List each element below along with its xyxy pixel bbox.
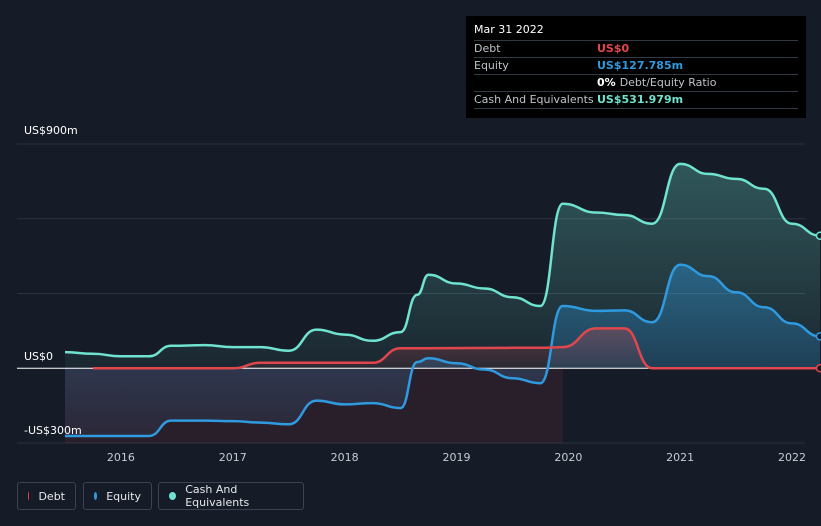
- equity-end-marker: [815, 332, 821, 341]
- tooltip-row-equity: Equity US$127.785m: [474, 57, 798, 74]
- y-tick-label: US$900m: [24, 124, 78, 137]
- cash-legend-dot-icon: [169, 492, 177, 500]
- legend-equity[interactable]: Equity: [83, 482, 152, 510]
- y-tick-label: US$0: [24, 350, 53, 363]
- tooltip-equity-value: US$127.785m: [597, 59, 684, 72]
- cash-line: [64, 162, 821, 358]
- tooltip-row-ratio: 0% Debt/Equity Ratio: [474, 74, 798, 91]
- legend-equity-label: Equity: [106, 489, 141, 503]
- tooltip-cash-label: Cash And Equivalents: [474, 93, 594, 106]
- legend-cash[interactable]: Cash And Equivalents: [158, 482, 304, 510]
- legend-cash-label: Cash And Equivalents: [185, 483, 250, 509]
- tooltip-date: Mar 31 2022: [474, 23, 544, 36]
- legend-debt-label: Debt: [38, 489, 65, 503]
- tooltip-ratio-label: Debt/Equity Ratio: [619, 76, 717, 89]
- tooltip-equity-label: Equity: [474, 59, 509, 72]
- y-tick-label: -US$300m: [24, 424, 82, 437]
- tooltip-panel: Mar 31 2022 Debt US$0 Equity US$127.785m…: [466, 16, 806, 118]
- legend-debt[interactable]: Debt: [17, 482, 76, 510]
- tooltip-row-cash: Cash And Equivalents US$531.979m: [474, 91, 798, 109]
- tooltip-row-debt: Debt US$0: [474, 40, 798, 57]
- debt-negative-shade: [65, 368, 563, 443]
- equity-area: [65, 264, 820, 436]
- x-tick-label: 2017: [219, 451, 247, 464]
- equity-line: [65, 263, 821, 438]
- x-tick-label: 2018: [331, 451, 359, 464]
- x-tick-label: 2019: [442, 451, 470, 464]
- cash-end-marker: [815, 231, 821, 240]
- equity-legend-dot-icon: [94, 492, 98, 500]
- debt-line: [93, 327, 820, 370]
- tooltip-debt-value: US$0: [597, 42, 630, 55]
- tooltip-cash-value: US$531.979m: [597, 93, 684, 106]
- x-tick-label: 2022: [778, 451, 806, 464]
- tooltip-debt-label: Debt: [474, 42, 501, 55]
- debt-legend-dot-icon: [28, 492, 30, 500]
- tooltip-ratio-value: 0%: [597, 76, 616, 89]
- debt-end-marker: [815, 364, 821, 373]
- x-tick-label: 2020: [554, 451, 582, 464]
- x-tick-label: 2016: [107, 451, 135, 464]
- x-tick-label: 2021: [666, 451, 694, 464]
